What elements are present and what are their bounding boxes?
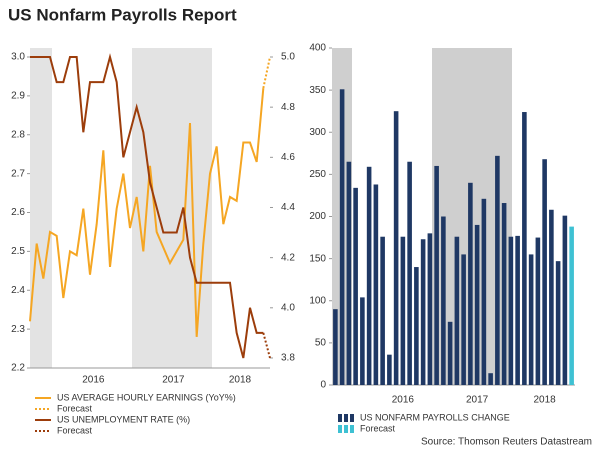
line: [30, 53, 264, 359]
bar: [353, 187, 358, 385]
legend-label: US NONFARM PAYROLLS CHANGE: [360, 412, 510, 422]
bar: [515, 235, 520, 385]
bar: [481, 198, 487, 385]
bar: [414, 267, 419, 385]
source: Source: Thomson Reuters Datastream: [421, 437, 592, 448]
x-tick-label: 2017: [466, 395, 489, 406]
legend-swatch: [338, 414, 342, 422]
shade: [30, 48, 52, 368]
y-tick-label: 2.3: [11, 324, 25, 335]
x-tick-label: 2018: [534, 395, 557, 406]
y-tick-label: 2.7: [11, 168, 25, 179]
shade: [132, 48, 212, 368]
bar: [528, 254, 534, 385]
legend-swatch: [344, 414, 348, 422]
legend-label: Forecast: [57, 403, 93, 413]
bar: [366, 166, 372, 385]
y-tick-label: 200: [309, 211, 326, 222]
x-tick-label: 2017: [162, 375, 185, 386]
legend-swatch: [344, 425, 348, 433]
y-tick-label: 250: [309, 169, 326, 180]
bar: [360, 297, 365, 385]
line: [262, 56, 271, 89]
y-tick-label: 2.8: [11, 129, 25, 140]
x-tick-label: 2018: [229, 375, 252, 386]
line: [262, 332, 271, 359]
y-tick-label: 350: [309, 85, 326, 96]
y2-tick-label: 4.6: [281, 152, 295, 163]
legend-label: US AVERAGE HOURLY EARNINGS (YoY%): [57, 392, 236, 402]
bar: [393, 111, 399, 385]
y-tick-label: 400: [309, 43, 326, 54]
legend-swatch: [350, 425, 354, 433]
y-tick-label: 100: [309, 295, 326, 306]
bar: [346, 161, 352, 385]
bar: [474, 224, 480, 385]
y-tick-label: 150: [309, 253, 326, 264]
legend-label: Forecast: [360, 423, 396, 433]
y2-tick-label: 3.8: [281, 353, 295, 364]
bar: [555, 261, 561, 385]
bar: [461, 254, 466, 385]
y2-tick-label: 5.0: [281, 52, 295, 63]
bar: [522, 112, 527, 385]
bar: [387, 354, 392, 385]
legend-label: US UNEMPLOYMENT RATE (%): [57, 414, 190, 424]
bar: [495, 155, 500, 385]
bar: [407, 161, 412, 385]
bar: [427, 233, 433, 385]
y-tick-label: 2.2: [11, 363, 25, 374]
bar: [501, 203, 507, 385]
bar: [468, 182, 473, 385]
legend-label: Forecast: [57, 425, 93, 435]
bar: [508, 236, 514, 385]
chart-title: US Nonfarm Payrolls Report: [8, 5, 237, 24]
y-tick-label: 3.0: [11, 52, 25, 63]
y2-tick-label: 4.8: [281, 102, 295, 113]
y-tick-label: 2.9: [11, 91, 25, 102]
y2-tick-label: 4.2: [281, 252, 295, 263]
bar: [535, 237, 541, 385]
bar: [549, 209, 554, 385]
y-tick-label: 2.4: [11, 285, 25, 296]
legend-swatch: [338, 425, 342, 433]
bar: [542, 159, 547, 385]
y-tick-label: 2.6: [11, 207, 25, 218]
x-tick-label: 2016: [392, 395, 415, 406]
bar: [333, 309, 338, 385]
bar: [400, 236, 406, 385]
bar: [562, 215, 568, 385]
y2-tick-label: 4.0: [281, 302, 295, 313]
bar: [420, 239, 426, 385]
bar: [569, 226, 574, 385]
legend-swatch: [350, 414, 354, 422]
bar: [454, 236, 460, 385]
y2-tick-label: 4.4: [281, 202, 295, 213]
x-tick-label: 2016: [82, 375, 105, 386]
bar: [434, 165, 439, 385]
bar: [373, 184, 379, 385]
y-tick-label: 50: [315, 338, 327, 349]
y-tick-label: 0: [320, 380, 326, 391]
bar: [441, 216, 446, 385]
y-tick-label: 2.5: [11, 246, 25, 257]
y-tick-label: 300: [309, 127, 326, 138]
bar: [339, 89, 345, 385]
bar: [488, 373, 493, 385]
bar: [447, 321, 453, 385]
bar: [380, 236, 385, 385]
line: [29, 88, 265, 337]
